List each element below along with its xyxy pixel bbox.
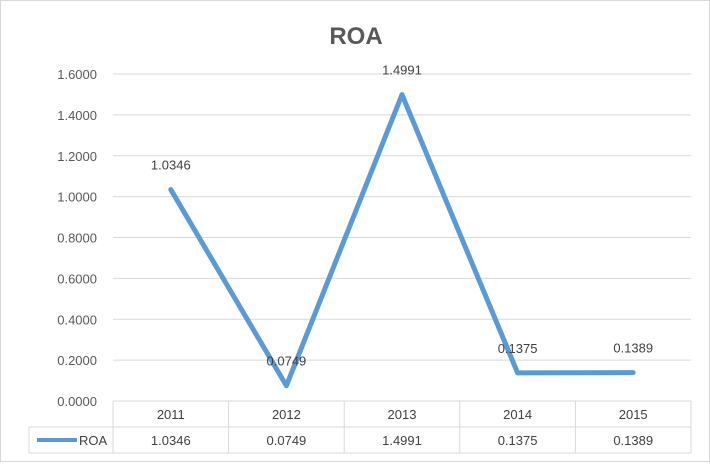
series-line-layer: [168, 92, 636, 389]
data-label: 0.1389: [613, 341, 653, 356]
x-category-label: 2011: [157, 407, 185, 422]
legend-series-name: ROA: [79, 433, 108, 448]
data-labels: 1.0346 0.0749 1.4991 0.1375 0.1389: [151, 63, 653, 369]
roa-series-line: [168, 92, 636, 389]
x-category-label: 2013: [388, 407, 417, 422]
table-value-cell: 1.4991: [382, 433, 422, 448]
data-table: 2011 2012 2013 2014 2015 ROA 1.0346 0.0749 1.499…: [28, 401, 692, 454]
table-value-cell: 1.0346: [151, 433, 191, 448]
y-tick-label: 0.8000: [57, 231, 97, 246]
y-tick-label: 1.2000: [57, 149, 97, 164]
y-tick-label: 1.4000: [57, 108, 97, 123]
data-label: 0.0749: [267, 354, 307, 369]
x-category-label: 2012: [272, 407, 301, 422]
table-value-cell: 0.0749: [267, 433, 307, 448]
table-value-cell: 0.1389: [613, 433, 653, 448]
x-category-label: 2014: [503, 407, 532, 422]
y-tick-label: 1.0000: [57, 190, 97, 205]
table-value-cell: 0.1375: [498, 433, 538, 448]
y-tick-label: 0.2000: [57, 353, 97, 368]
data-label: 0.1375: [498, 341, 538, 356]
data-label: 1.0346: [151, 158, 191, 173]
y-tick-label: 1.6000: [57, 67, 97, 82]
data-label: 1.4991: [382, 63, 422, 78]
y-tick-label: 0.0000: [57, 394, 97, 409]
x-category-label: 2015: [619, 407, 648, 422]
chart-title: ROA: [329, 23, 382, 50]
y-tick-label: 0.4000: [57, 312, 97, 327]
gridlines: [113, 73, 691, 402]
y-tick-label: 0.6000: [57, 271, 97, 286]
y-axis-tick-labels: 0.0000 0.2000 0.4000 0.6000 0.8000 1.0000 1.20…: [57, 67, 97, 409]
